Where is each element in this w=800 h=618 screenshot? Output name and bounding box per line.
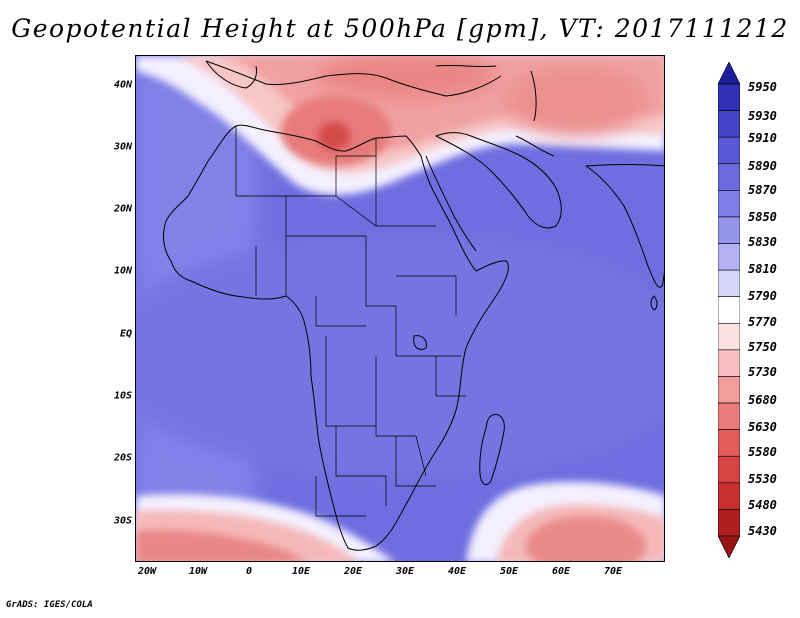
colorbar-label: 5830 [748,235,777,249]
colorbar-label: 5750 [748,340,777,354]
lon-label-20w: 20W [137,566,157,577]
colorbar-label: 5430 [748,524,777,538]
red-sea-coastline [425,155,477,252]
colorbar-label: 5910 [748,131,777,145]
colorbar-swatch [718,402,740,430]
lon-label-60e: 60E [551,566,571,577]
colorbar-label: 5930 [748,109,777,123]
lon-label-10e: 10E [291,566,311,577]
persian-gulf-coastline [515,135,555,157]
lat-label-30s: 30S [113,515,132,527]
colorbar-label: 5790 [748,289,777,303]
arabia-coastline [435,132,562,229]
colorbar-swatch [718,269,740,298]
colorbar-label: 5870 [748,183,777,197]
lon-label-10w: 10W [188,566,208,577]
colorbar-top-arrow [718,62,740,85]
sri-lanka-coastline [650,295,658,311]
black-sea-coastline [435,64,497,68]
lon-label-0: 0 [245,566,253,577]
map-title: Geopotential Height at 500hPa [gpm], VT:… [11,14,789,43]
height-low-south-indian-ocean [526,516,646,561]
lat-label-eq: EQ [119,328,132,340]
colorbar-label: 5770 [748,315,777,329]
colorbar-label: 5530 [748,472,777,486]
lat-label-30n: 30N [113,141,132,153]
iberia-coastline [205,60,257,89]
credit-text: GrADS: IGES/COLA [6,600,93,610]
lon-label-50e: 50E [499,566,519,577]
lon-label-20e: 20E [343,566,363,577]
map-panel [135,55,665,562]
colorbar-label: 5630 [748,420,777,434]
lat-label-10s: 10S [113,390,132,402]
lon-label-70e: 70E [603,566,623,577]
country-borders [235,126,466,517]
colorbar-swatch [718,349,740,377]
colorbar-swatch [718,190,740,218]
colorbar-swatch [718,429,740,457]
colorbar-swatch [718,136,740,165]
colorbar-label: 5730 [748,365,777,379]
colorbar-swatch [718,376,740,404]
colorbar-swatch [718,322,740,351]
colorbar-swatch [718,455,740,484]
colorbar-swatch [718,163,740,191]
india-coastline [585,164,664,288]
colorbar-swatch [718,482,740,510]
colorbar-label: 5580 [748,445,777,459]
lat-label-10n: 10N [113,265,132,277]
colorbar-label: 5890 [748,159,777,173]
lon-label-40e: 40E [447,566,467,577]
colorbar-swatch [718,243,740,271]
colorbar-label: 5480 [748,498,777,512]
colorbar-label: 5810 [748,262,777,276]
colorbar-swatch [718,83,740,111]
lat-label-20n: 20N [113,203,132,215]
height-band-south-sw-red [136,530,305,561]
colorbar-label: 5950 [748,80,777,94]
colorbar-swatch [718,216,740,244]
mediterranean-north-coast [205,60,502,97]
colorbar-swatch [718,509,740,537]
lat-label-20s: 20S [113,452,132,464]
colorbar-swatch [718,296,740,324]
lon-label-30e: 30E [395,566,415,577]
lake-victoria [413,335,427,350]
height-low-aegean [316,56,496,98]
colorbar-swatch [718,110,740,138]
colorbar-label: 5850 [748,210,777,224]
colorbar-label: 5680 [748,393,777,407]
height-low-core [318,122,350,150]
height-low-iran [506,66,646,136]
madagascar-coastline [479,413,505,485]
caspian-coastline [530,70,537,122]
map-canvas [136,56,664,561]
lat-label-40n: 40N [113,79,132,91]
colorbar [718,62,740,558]
colorbar-bottom-arrow [718,535,740,558]
